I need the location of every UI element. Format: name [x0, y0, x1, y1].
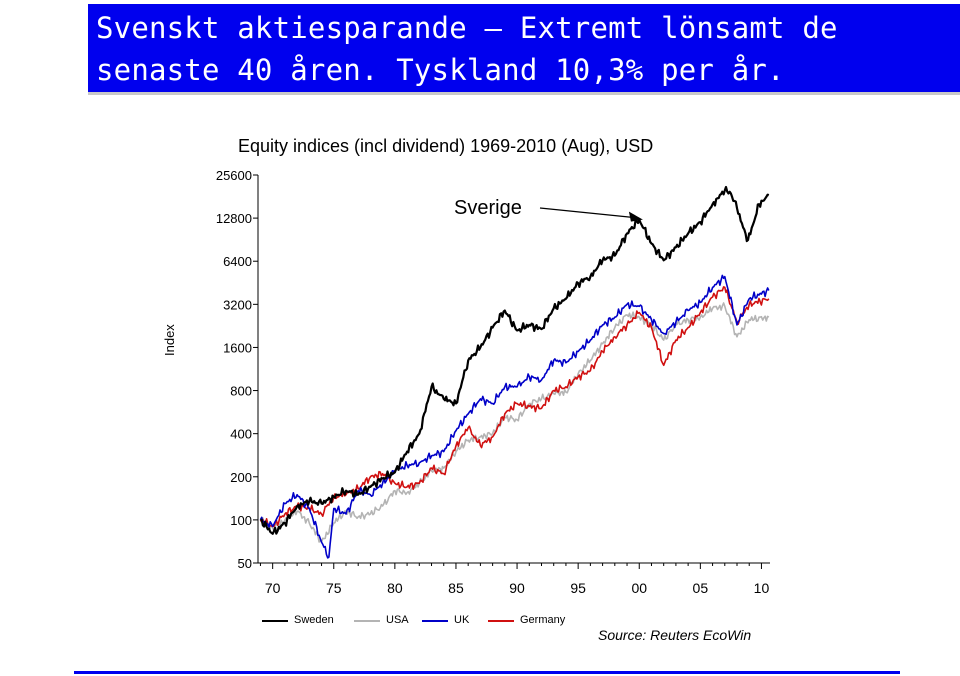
x-tick-label: 95 — [570, 580, 586, 596]
x-tick-label: 85 — [448, 580, 464, 596]
x-tick-label: 10 — [754, 580, 770, 596]
y-tick-label: 12800 — [216, 211, 252, 226]
series-line-usa — [260, 302, 770, 543]
title-banner: Svenskt aktiesparande – Extremt lönsamt … — [88, 4, 960, 95]
annotation-arrowhead — [628, 211, 643, 222]
legend-label: Sweden — [294, 614, 334, 626]
annotation-label: Sverige — [454, 197, 522, 219]
y-tick-label: 200 — [230, 470, 252, 485]
series-line-sweden — [260, 185, 770, 535]
x-tick-label: 90 — [509, 580, 525, 596]
x-tick-label: 00 — [631, 580, 647, 596]
source-note: Source: Reuters EcoWin — [598, 627, 752, 643]
y-tick-label: 25600 — [216, 168, 252, 183]
y-tick-label: 6400 — [223, 254, 252, 269]
footer-rule — [74, 671, 900, 674]
legend-label: Germany — [520, 614, 566, 626]
x-tick-label: 80 — [387, 580, 403, 596]
legend-swatch — [354, 620, 380, 622]
y-tick-label: 800 — [230, 384, 252, 399]
slide-title-line-2: senaste 40 åren. Tyskland 10,3% per år. — [96, 53, 785, 87]
x-tick-label: 70 — [265, 580, 281, 596]
slide-title-line-1: Svenskt aktiesparande – Extremt lönsamt … — [96, 11, 838, 45]
x-tick-label: 05 — [693, 580, 709, 596]
legend-swatch — [488, 620, 514, 622]
series-line-uk — [259, 274, 770, 559]
legend-swatch — [262, 620, 288, 622]
annotation-arrow-line — [539, 207, 635, 219]
legend-swatch — [422, 620, 448, 622]
chart-title: Equity indices (incl dividend) 1969-2010… — [238, 136, 654, 156]
y-tick-label: 400 — [230, 427, 252, 442]
y-tick-label: 50 — [238, 556, 252, 571]
x-tick-label: 75 — [326, 580, 342, 596]
y-tick-label: 3200 — [223, 297, 252, 312]
legend-label: UK — [454, 614, 470, 626]
y-tick-label: 100 — [230, 513, 252, 528]
legend-label: USA — [386, 614, 409, 626]
y-tick-label: 1600 — [223, 340, 252, 355]
